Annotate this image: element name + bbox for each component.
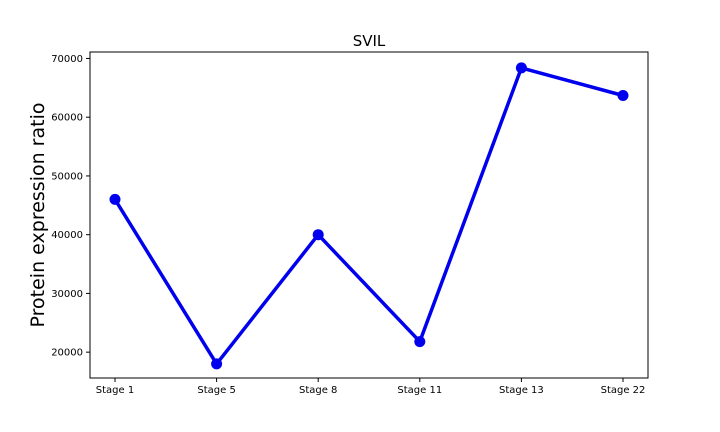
x-tick-label: Stage 11: [397, 385, 442, 396]
x-tick-label: Stage 22: [601, 385, 646, 396]
x-tick-label: Stage 1: [96, 385, 134, 396]
series-layer: [109, 62, 629, 370]
axis-ticks: 20000 30000 40000 50000 60000 70000 Stage 1 Sta…: [51, 54, 645, 396]
y-tick-label: 40000: [51, 230, 83, 241]
data-point: [109, 193, 121, 205]
y-tick-label: 30000: [51, 289, 83, 300]
x-tick-label: Stage 13: [499, 385, 544, 396]
x-tick-label: Stage 8: [299, 385, 337, 396]
data-point: [312, 229, 324, 241]
y-tick-label: 70000: [51, 54, 83, 65]
series-line: [113, 66, 625, 366]
x-tick-label: Stage 5: [197, 385, 235, 396]
y-tick-label: 60000: [51, 113, 83, 124]
data-point: [617, 90, 629, 101]
data-point: [515, 62, 527, 74]
y-tick-label: 20000: [51, 348, 83, 359]
chart-title: SVIL: [353, 32, 386, 50]
y-tick-label: 50000: [51, 171, 83, 182]
plot-frame: [89, 51, 649, 379]
data-point: [211, 358, 223, 370]
data-point: [414, 336, 426, 348]
y-axis-label: Protein expression ratio: [27, 103, 49, 328]
